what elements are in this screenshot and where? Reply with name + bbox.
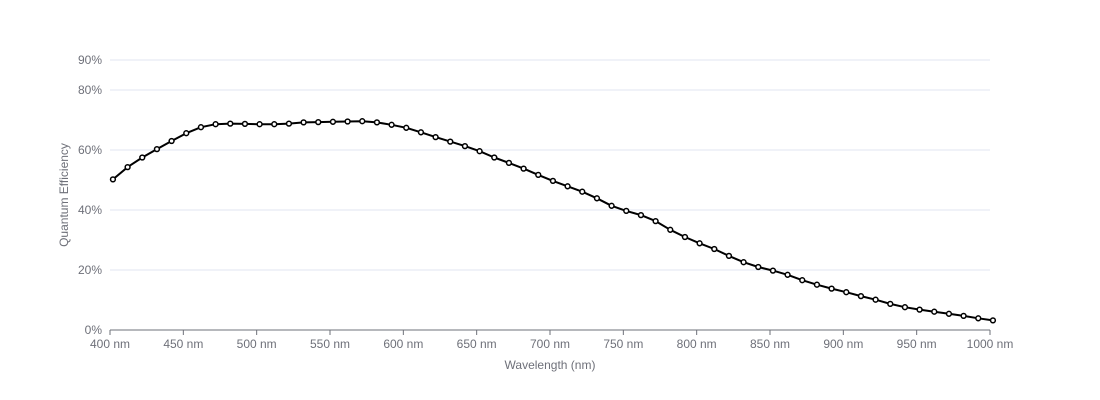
data-point[interactable]: [696, 240, 703, 247]
data-point[interactable]: [168, 137, 175, 145]
data-point[interactable]: [857, 292, 865, 300]
data-point[interactable]: [813, 281, 821, 288]
x-tick-label: 750 nm: [603, 337, 643, 351]
data-point[interactable]: [183, 130, 190, 137]
x-tick-label: 650 nm: [457, 337, 497, 351]
y-tick-label: 0%: [85, 323, 103, 337]
data-point[interactable]: [872, 296, 879, 303]
y-tick-label: 90%: [78, 53, 102, 67]
grid-lines: [110, 59, 990, 271]
data-point[interactable]: [271, 121, 278, 128]
data-point[interactable]: [491, 154, 498, 161]
data-point[interactable]: [579, 188, 586, 195]
y-tick-label: 40%: [78, 203, 102, 217]
data-point[interactable]: [344, 118, 351, 125]
data-point[interactable]: [784, 271, 791, 278]
data-point[interactable]: [417, 129, 425, 136]
data-point[interactable]: [388, 121, 395, 128]
x-tick-label: 550 nm: [310, 337, 350, 351]
y-tick-label: 20%: [78, 263, 102, 277]
x-tick-label: 700 nm: [530, 337, 570, 351]
data-point[interactable]: [887, 300, 894, 308]
x-tick-label: 450 nm: [163, 337, 203, 351]
data-point[interactable]: [227, 120, 234, 127]
x-tick-label: 800 nm: [677, 337, 717, 351]
data-point[interactable]: [769, 267, 777, 274]
data-point[interactable]: [476, 148, 483, 155]
data-point[interactable]: [945, 310, 953, 317]
y-tick-labels: 0% 20% 40% 60% 80% 90%: [78, 53, 102, 337]
data-point[interactable]: [593, 195, 601, 202]
y-tick-label: 60%: [78, 143, 102, 157]
data-point[interactable]: [109, 176, 117, 183]
data-point[interactable]: [241, 120, 249, 128]
data-point[interactable]: [652, 217, 659, 225]
data-point[interactable]: [901, 304, 909, 311]
y-axis-title: Quantum Efficiency: [57, 143, 71, 247]
data-point[interactable]: [124, 163, 131, 171]
x-tick-label: 900 nm: [823, 337, 863, 351]
data-point[interactable]: [799, 277, 806, 284]
data-point[interactable]: [300, 119, 307, 126]
data-point[interactable]: [843, 289, 850, 296]
data-point[interactable]: [711, 245, 718, 253]
data-point[interactable]: [725, 252, 733, 260]
data-point[interactable]: [285, 120, 293, 127]
x-tick-label: 850 nm: [750, 337, 790, 351]
data-point[interactable]: [359, 118, 366, 125]
data-point[interactable]: [153, 145, 161, 153]
x-tick-label: 600 nm: [383, 337, 423, 351]
data-point[interactable]: [931, 308, 938, 315]
data-point[interactable]: [681, 233, 689, 241]
data-point[interactable]: [315, 118, 322, 126]
data-point[interactable]: [828, 285, 835, 292]
x-axis-title: Wavelength (nm): [505, 358, 596, 372]
data-point[interactable]: [520, 165, 527, 172]
data-point[interactable]: [989, 317, 997, 324]
data-point[interactable]: [461, 142, 469, 150]
data-point[interactable]: [637, 211, 645, 219]
data-point[interactable]: [608, 202, 615, 209]
data-point[interactable]: [535, 171, 542, 179]
data-point[interactable]: [403, 124, 410, 131]
data-point[interactable]: [623, 207, 630, 215]
data-point[interactable]: [549, 177, 557, 185]
data-point[interactable]: [373, 119, 381, 126]
y-tick-label: 80%: [78, 83, 102, 97]
data-point[interactable]: [564, 183, 571, 190]
data-point[interactable]: [329, 118, 337, 125]
data-point[interactable]: [975, 315, 982, 322]
series-line: [112, 120, 994, 322]
series-group: [109, 118, 997, 324]
x-tick-label: 950 nm: [897, 337, 937, 351]
data-point[interactable]: [667, 226, 674, 233]
data-point[interactable]: [447, 138, 454, 145]
data-point[interactable]: [432, 133, 439, 141]
data-point[interactable]: [197, 124, 205, 131]
x-tick-label: 1000 nm: [967, 337, 1014, 351]
data-point[interactable]: [755, 263, 762, 271]
x-axis: 400 nm 450 nm 500 nm 550 nm 600 nm 650 nm 700 …: [90, 329, 1014, 351]
data-point[interactable]: [139, 154, 146, 161]
x-tick-label: 400 nm: [90, 337, 130, 351]
data-point[interactable]: [256, 121, 263, 128]
x-tick-label: 500 nm: [237, 337, 277, 351]
data-point[interactable]: [740, 259, 747, 266]
data-point[interactable]: [916, 306, 923, 313]
data-point[interactable]: [960, 312, 967, 320]
data-point[interactable]: [505, 159, 513, 167]
data-point[interactable]: [212, 121, 219, 128]
